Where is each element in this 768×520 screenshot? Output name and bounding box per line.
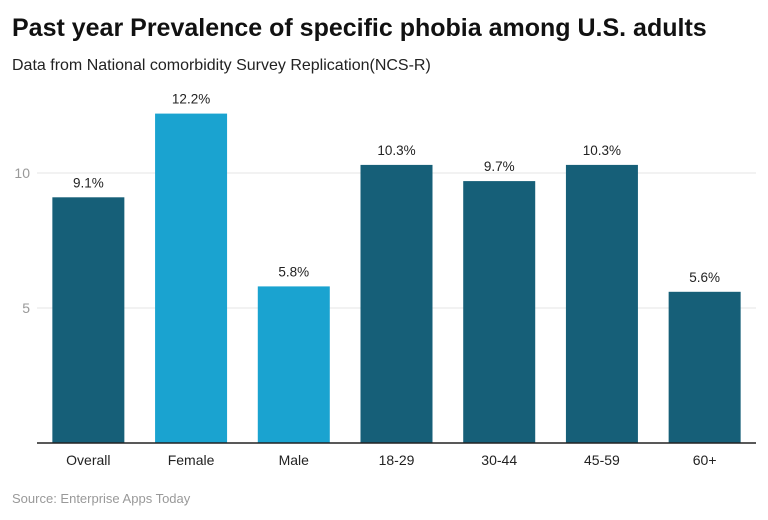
- data-label: 12.2%: [172, 92, 210, 107]
- x-tick-label: Overall: [66, 452, 110, 468]
- data-label: 10.3%: [377, 143, 415, 158]
- data-label: 9.7%: [484, 159, 515, 174]
- y-tick-label: 10: [14, 165, 30, 181]
- bar: [565, 164, 638, 443]
- source-note: Source: Enterprise Apps Today: [12, 491, 191, 506]
- chart-subtitle: Data from National comorbidity Survey Re…: [12, 57, 431, 74]
- x-tick-label: 18-29: [379, 452, 415, 468]
- x-tick-label: Female: [168, 452, 215, 468]
- bar: [257, 286, 330, 443]
- chart-title: Past year Prevalence of specific phobia …: [12, 14, 707, 42]
- data-label: 9.1%: [73, 175, 104, 190]
- data-label: 10.3%: [583, 143, 621, 158]
- bar: [668, 291, 741, 443]
- data-label: 5.6%: [689, 270, 720, 285]
- data-label: 5.8%: [278, 264, 309, 279]
- x-tick-label: 45-59: [584, 452, 620, 468]
- x-tick-label: 30-44: [481, 452, 517, 468]
- bar: [155, 113, 228, 443]
- y-tick-label: 5: [22, 300, 30, 316]
- x-tick-label: Male: [279, 452, 310, 468]
- bar: [463, 181, 536, 443]
- bar: [360, 164, 433, 443]
- bar: [52, 197, 125, 443]
- x-tick-label: 60+: [693, 452, 717, 468]
